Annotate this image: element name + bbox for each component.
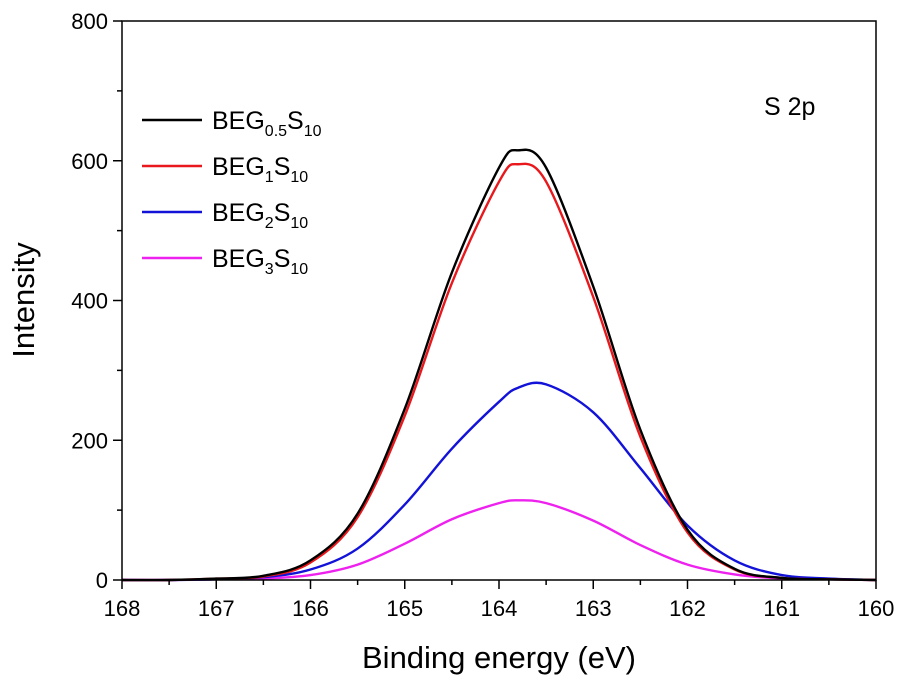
x-tick-label: 162 <box>669 596 706 621</box>
x-axis: 168 167 166 165 164 163 162 161 160 <box>104 580 895 621</box>
x-axis-title: Binding energy (eV) <box>362 640 636 675</box>
x-tick-label: 164 <box>481 596 518 621</box>
legend-label: BEG2S10 <box>212 199 308 232</box>
x-tick-label: 168 <box>104 596 141 621</box>
legend-label: BEG3S10 <box>212 245 308 278</box>
x-tick-label: 167 <box>198 596 235 621</box>
y-tick-label: 400 <box>71 289 108 314</box>
y-tick-label: 600 <box>71 149 108 174</box>
x-tick-label: 165 <box>386 596 423 621</box>
legend: BEG0.5S10 BEG1S10 BEG2S10 BEG3S10 <box>142 107 322 278</box>
legend-item: BEG2S10 <box>142 199 308 232</box>
y-axis: 0 200 400 600 800 <box>71 9 122 593</box>
legend-label: BEG0.5S10 <box>212 107 322 140</box>
legend-item: BEG3S10 <box>142 245 308 278</box>
legend-label: BEG1S10 <box>212 153 308 186</box>
y-tick-label: 0 <box>96 568 108 593</box>
y-tick-label: 800 <box>71 9 108 34</box>
x-tick-label: 166 <box>292 596 329 621</box>
plot-frame <box>121 20 877 581</box>
series-line-1 <box>121 148 877 582</box>
series-line-3 <box>121 381 877 582</box>
series-line-4 <box>121 499 877 582</box>
legend-item: BEG1S10 <box>142 153 308 186</box>
series-curves <box>121 148 877 582</box>
x-tick-label: 161 <box>763 596 800 621</box>
annotation-s2p: S 2p <box>764 93 815 121</box>
x-tick-label: 160 <box>858 596 895 621</box>
y-axis-title: Intensity <box>6 242 41 358</box>
y-tick-label: 200 <box>71 428 108 453</box>
x-tick-label: 163 <box>575 596 612 621</box>
legend-item: BEG0.5S10 <box>142 107 322 140</box>
